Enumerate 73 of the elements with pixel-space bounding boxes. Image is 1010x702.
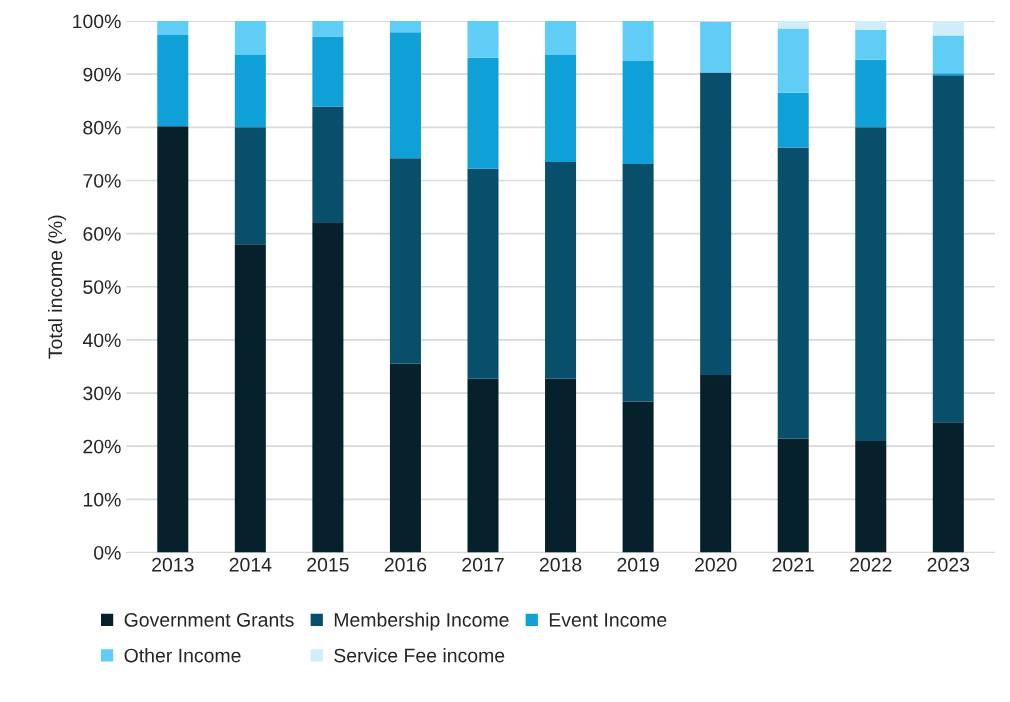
bar (622, 21, 654, 61)
y-tick-label: 50% (83, 280, 121, 294)
bar (932, 422, 964, 553)
bar (622, 164, 654, 402)
bar (467, 57, 499, 169)
bar (312, 36, 344, 107)
bar (545, 55, 577, 162)
x-tick-label: 2021 (772, 557, 814, 572)
bar (467, 21, 499, 58)
bar (855, 30, 887, 60)
x-tick-label: 2015 (307, 557, 349, 572)
bar (932, 35, 964, 74)
bar (157, 126, 189, 553)
x-tick-label: 2013 (152, 557, 194, 572)
y-tick-label: 0% (94, 545, 121, 560)
bar (157, 34, 189, 127)
y-tick-label: 10% (83, 492, 121, 507)
x-tick-label: 2022 (850, 557, 892, 572)
legend-label: Service Fee income (334, 648, 505, 663)
bar (855, 21, 887, 31)
bar (855, 127, 887, 441)
bar (932, 75, 964, 423)
bar (467, 378, 499, 553)
y-axis-title: Total income (%) (47, 215, 67, 359)
bar (855, 440, 887, 553)
y-tick-label: 40% (82, 333, 121, 348)
x-tick-label: 2023 (927, 557, 970, 572)
y-tick-label: 100% (73, 14, 121, 29)
x-tick-label: 2019 (617, 557, 659, 572)
x-tick-label: 2017 (462, 557, 504, 572)
legend-label: Government Grants (124, 613, 294, 627)
bar (389, 158, 421, 364)
bar (234, 127, 266, 245)
bar (622, 401, 654, 553)
y-tick-label: 30% (83, 386, 121, 401)
bar (855, 59, 887, 128)
x-tick-label: 2018 (539, 557, 582, 572)
bar (312, 106, 344, 223)
bar (777, 147, 809, 439)
bar (700, 374, 732, 553)
bar (932, 21, 964, 36)
x-tick-label: 2014 (229, 557, 272, 572)
bar (234, 244, 266, 553)
bar (312, 21, 344, 37)
y-tick-label: 20% (83, 439, 121, 454)
x-tick-label: 2020 (695, 557, 737, 572)
y-tick-label: 80% (83, 120, 121, 135)
bar (157, 21, 189, 35)
x-tick-label: 2016 (384, 557, 427, 572)
bar (700, 22, 732, 73)
bar (622, 60, 654, 165)
bar (777, 21, 809, 29)
bar (545, 21, 577, 56)
y-tick-label: 70% (83, 173, 121, 188)
bar (389, 21, 421, 33)
legend-label: Other Income (124, 648, 241, 663)
bar (389, 363, 421, 553)
bar (545, 378, 577, 553)
legend-label: Membership Income (334, 612, 509, 631)
bar (389, 32, 421, 159)
y-tick-label: 90% (83, 67, 121, 82)
bar (234, 21, 266, 56)
bar (312, 223, 344, 553)
bar (932, 73, 964, 76)
bar (777, 92, 809, 148)
bar (467, 168, 499, 379)
bar (545, 161, 577, 379)
bar (234, 55, 266, 128)
legend-label: Event Income (549, 613, 667, 627)
bar (777, 28, 809, 93)
bar (700, 72, 732, 375)
bar (777, 438, 809, 553)
y-tick-label: 60% (83, 227, 121, 241)
